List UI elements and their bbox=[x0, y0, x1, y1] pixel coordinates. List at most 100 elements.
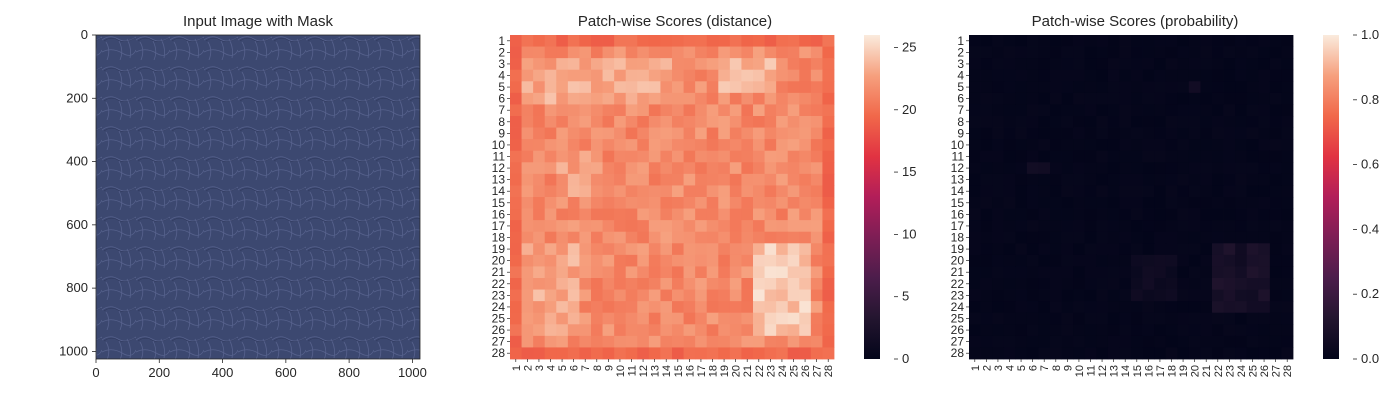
heatmap-cell bbox=[718, 289, 731, 302]
heatmap-cell bbox=[787, 173, 800, 186]
heatmap-cell bbox=[1142, 162, 1155, 175]
heatmap-cell bbox=[1212, 58, 1224, 71]
heatmap-cell bbox=[753, 197, 765, 209]
heatmap-cell bbox=[1212, 197, 1224, 209]
heatmap-cell bbox=[1073, 208, 1086, 221]
x-tick-label: 13 bbox=[650, 365, 662, 377]
heatmap-cell bbox=[1223, 324, 1236, 337]
heatmap-cell bbox=[753, 266, 765, 279]
heatmap-cell bbox=[1003, 197, 1016, 209]
heatmap-cell bbox=[1281, 185, 1294, 198]
heatmap-cell bbox=[556, 208, 569, 221]
heatmap-cell bbox=[521, 208, 534, 221]
heatmap-cell bbox=[510, 312, 522, 325]
heatmap-cell bbox=[1269, 173, 1282, 186]
heatmap-cell bbox=[1188, 35, 1201, 47]
heatmap-cell bbox=[822, 266, 835, 279]
heatmap-cell bbox=[1281, 150, 1294, 163]
heatmap-cell bbox=[1107, 104, 1120, 117]
heatmap-cell bbox=[1107, 266, 1120, 279]
heatmap-cell bbox=[614, 347, 627, 360]
heatmap-cell bbox=[579, 92, 592, 105]
heatmap-cell bbox=[1154, 139, 1167, 152]
heatmap-cell bbox=[637, 312, 650, 325]
y-tick-label: 24 bbox=[951, 300, 965, 314]
heatmap-cell bbox=[544, 185, 557, 198]
heatmap-cell bbox=[637, 139, 650, 152]
heatmap-cell bbox=[1096, 81, 1109, 94]
heatmap-cell bbox=[729, 347, 742, 360]
heatmap-cell bbox=[614, 173, 627, 186]
heatmap-cell bbox=[1073, 150, 1086, 163]
heatmap-cell bbox=[787, 150, 800, 163]
heatmap-cell bbox=[1142, 335, 1155, 348]
heatmap-cell bbox=[1154, 278, 1167, 290]
heatmap-cell bbox=[510, 231, 522, 244]
heatmap-cell bbox=[614, 266, 627, 279]
heatmap-cell bbox=[1107, 69, 1120, 82]
colorbar-tick-label: 0.0 bbox=[1361, 351, 1379, 366]
heatmap-cell bbox=[1200, 301, 1213, 314]
x-tick-label: 12 bbox=[1097, 365, 1109, 377]
heatmap-cell bbox=[1015, 335, 1028, 348]
heatmap-cell bbox=[729, 104, 742, 117]
heatmap-cell bbox=[1084, 278, 1097, 290]
heatmap-cell bbox=[1258, 266, 1271, 279]
heatmap-cell bbox=[1119, 104, 1132, 117]
x-tick-label: 24 bbox=[777, 365, 789, 377]
heatmap-cell bbox=[695, 92, 708, 105]
heatmap-cell bbox=[1131, 185, 1143, 198]
heatmap-cell bbox=[1200, 289, 1213, 302]
heatmap-cell bbox=[1177, 116, 1190, 128]
heatmap-cell bbox=[1050, 116, 1062, 128]
heatmap-cell bbox=[533, 58, 546, 71]
heatmap-cell bbox=[1119, 289, 1132, 302]
heatmap-cell bbox=[1003, 220, 1016, 233]
heatmap-cell bbox=[1269, 197, 1282, 209]
heatmap-cell bbox=[1246, 243, 1259, 256]
heatmap-cell bbox=[1177, 278, 1190, 290]
heatmap-cell bbox=[533, 139, 546, 152]
heatmap-cell bbox=[1026, 312, 1039, 325]
heatmap-cell bbox=[787, 104, 800, 117]
heatmap-cell bbox=[544, 58, 557, 71]
heatmap-cell bbox=[706, 220, 719, 233]
heatmap-cell bbox=[1188, 231, 1201, 244]
x-tick-label: 800 bbox=[338, 365, 360, 380]
heatmap-cell bbox=[648, 254, 661, 267]
heatmap-cell bbox=[567, 231, 580, 244]
heatmap-cell bbox=[510, 150, 522, 163]
heatmap-cell bbox=[741, 92, 754, 105]
heatmap-cell bbox=[1038, 278, 1051, 290]
heatmap-cell bbox=[1026, 173, 1039, 186]
heatmap-cell bbox=[764, 46, 777, 59]
heatmap-cell bbox=[1246, 69, 1259, 82]
heatmap-cell bbox=[1177, 92, 1190, 105]
heatmap-cell bbox=[1258, 312, 1271, 325]
heatmap-cell bbox=[648, 243, 661, 256]
heatmap-cell bbox=[1073, 58, 1086, 71]
y-axis-ticks: 1234567891011121314151617181920212223242… bbox=[492, 34, 510, 360]
heatmap-cell bbox=[1281, 104, 1294, 117]
heatmap-cell bbox=[741, 208, 754, 221]
heatmap-cell bbox=[969, 208, 981, 221]
heatmap-cell bbox=[980, 69, 993, 82]
heatmap-cell bbox=[1223, 81, 1236, 94]
heatmap-cell bbox=[579, 335, 592, 348]
heatmap-cell bbox=[1119, 35, 1132, 47]
heatmap-cell bbox=[544, 335, 557, 348]
heatmap-cell bbox=[706, 173, 719, 186]
x-tick-label: 6 bbox=[569, 365, 581, 371]
heatmap-cell bbox=[741, 324, 754, 337]
x-tick-label: 19 bbox=[1178, 365, 1190, 377]
heatmap-cell bbox=[1142, 231, 1155, 244]
heatmap-cell bbox=[614, 104, 627, 117]
heatmap-cell bbox=[741, 347, 754, 360]
heatmap-cell bbox=[672, 231, 684, 244]
heatmap-cell bbox=[1096, 116, 1109, 128]
heatmap-cell bbox=[1246, 197, 1259, 209]
heatmap-cell bbox=[1050, 324, 1062, 337]
heatmap-cell bbox=[1073, 162, 1086, 175]
heatmap-cell bbox=[718, 324, 731, 337]
heatmap-cell bbox=[567, 335, 580, 348]
